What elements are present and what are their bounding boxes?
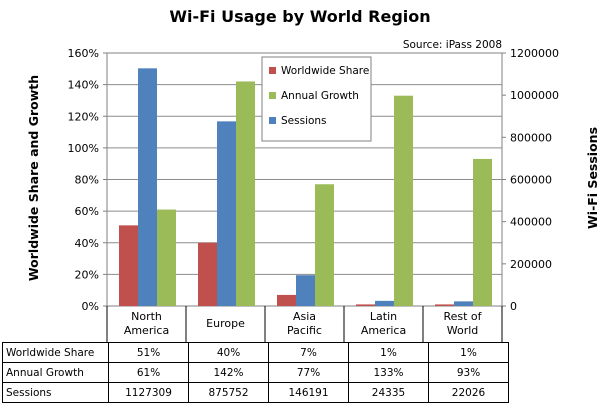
table-cell: 7% [268,342,349,363]
table-row-label: Sessions [2,382,109,403]
right-tick-label: 600000 [510,174,552,187]
category-label: America [361,324,406,337]
bar-annual-growth [394,95,413,306]
table-cell: 875752 [188,382,269,403]
bar-sessions [296,275,315,306]
bar-sessions [217,121,236,306]
category-label: America [124,324,169,337]
category-label: Latin [370,310,397,323]
right-tick-label: 800000 [510,131,552,144]
category-label: Pacific [287,324,322,337]
table-cell: 93% [428,362,509,383]
left-tick-label: 160% [68,47,99,60]
bar-annual-growth [236,81,255,307]
legend-label: Sessions [281,115,327,127]
left-tick-label: 120% [68,110,99,123]
legend [261,56,372,142]
bar-annual-growth [157,209,176,306]
legend-label: Annual Growth [281,90,359,102]
category-label: World [447,324,479,337]
bar-sessions [138,68,157,306]
right-tick-label: 1200000 [510,47,559,60]
table-cell: 22026 [428,382,509,403]
table-cell: 146191 [268,382,349,403]
table-cell: 24335 [348,382,429,403]
table-cell: 133% [348,362,429,383]
bar-worldwide-share [119,225,138,306]
bar-sessions [454,301,473,306]
chart-source: Source: iPass 2008 [403,39,502,51]
left-tick-label: 100% [68,142,99,155]
left-tick-label: 20% [75,268,99,281]
table-row: Annual Growth 61% 142% 77% 133% 93% [2,362,509,383]
legend-swatch [269,92,276,99]
table-cell: 40% [188,342,269,363]
bar-worldwide-share [277,294,296,306]
category-label: Europe [206,317,245,330]
bar-worldwide-share [356,304,375,306]
bar-annual-growth [315,184,334,306]
legend-swatch [269,67,276,74]
right-tick-label: 400000 [510,216,552,229]
table-row: Worldwide Share 51% 40% 7% 1% 1% [2,342,509,363]
table-cell: 1127309 [108,382,189,403]
left-axis-title: Worldwide Share and Growth [26,75,41,281]
table-cell: 77% [268,362,349,383]
table-cell: 51% [108,342,189,363]
bar-sessions [375,300,394,306]
table-row-label: Annual Growth [2,362,109,383]
right-axis-title: Wi-Fi Sessions [585,127,600,229]
legend-label: Worldwide Share [281,65,369,77]
category-label: Asia [293,310,316,323]
bar-worldwide-share [198,242,217,306]
right-tick-label: 1000000 [510,89,559,102]
left-tick-label: 140% [68,79,99,92]
table-cell: 142% [188,362,269,383]
table-row-label: Worldwide Share [2,342,109,363]
bar-worldwide-share [435,304,454,306]
left-tick-label: 0% [82,300,99,313]
category-label: Rest of [443,310,482,323]
legend-swatch [269,117,276,124]
left-tick-label: 40% [75,237,99,250]
left-tick-label: 60% [75,205,99,218]
table-cell: 61% [108,362,189,383]
right-tick-label: 200000 [510,258,552,271]
left-tick-label: 80% [75,174,99,187]
table-cell: 1% [348,342,429,363]
data-table: Worldwide Share 51% 40% 7% 1% 1% Annual Growth… [2,342,509,403]
table-row: Sessions 1127309 875752 146191 24335 22026 [2,382,509,403]
bar-annual-growth [473,158,492,306]
right-tick-label: 0 [510,300,517,313]
table-cell: 1% [428,342,509,363]
chart-title: Wi-Fi Usage by World Region [169,7,430,26]
category-label: North [131,310,162,323]
